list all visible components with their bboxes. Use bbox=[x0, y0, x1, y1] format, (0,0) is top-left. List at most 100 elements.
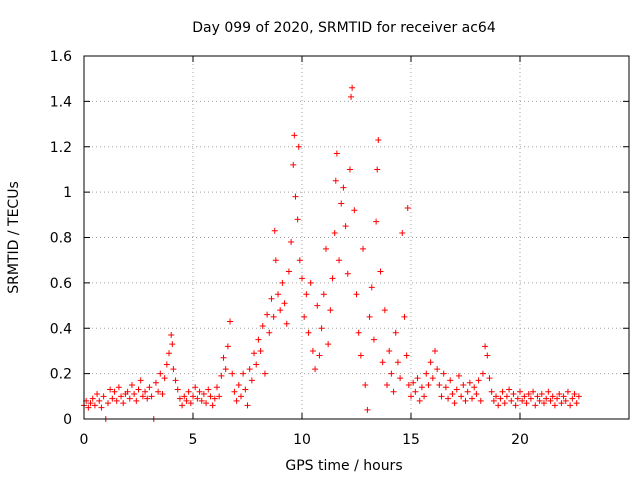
data-point bbox=[388, 370, 395, 377]
data-point bbox=[244, 402, 251, 409]
data-point bbox=[207, 393, 214, 400]
data-point bbox=[545, 388, 552, 395]
data-point bbox=[479, 370, 486, 377]
data-point bbox=[569, 395, 576, 402]
data-point bbox=[94, 391, 101, 398]
x-tick-label: 10 bbox=[293, 432, 311, 448]
data-point bbox=[510, 391, 517, 398]
data-point bbox=[364, 406, 371, 413]
data-point bbox=[340, 184, 347, 191]
data-point bbox=[87, 400, 94, 407]
data-point bbox=[318, 325, 325, 332]
data-point bbox=[120, 400, 127, 407]
data-point bbox=[253, 361, 260, 368]
data-point bbox=[205, 386, 212, 393]
data-point bbox=[242, 386, 249, 393]
data-point bbox=[307, 279, 314, 286]
data-point bbox=[320, 291, 327, 298]
data-point bbox=[567, 402, 574, 409]
data-point bbox=[332, 177, 339, 184]
data-point bbox=[488, 388, 495, 395]
data-point bbox=[405, 381, 412, 388]
data-point bbox=[336, 257, 343, 264]
data-point bbox=[288, 239, 295, 246]
data-point bbox=[227, 318, 234, 325]
data-point bbox=[213, 384, 220, 391]
data-point bbox=[229, 370, 236, 377]
data-point bbox=[416, 397, 423, 404]
data-point bbox=[196, 388, 203, 395]
data-point bbox=[111, 388, 118, 395]
data-point bbox=[490, 397, 497, 404]
data-point bbox=[527, 395, 534, 402]
data-point bbox=[455, 372, 462, 379]
data-point bbox=[301, 313, 308, 320]
data-point bbox=[246, 366, 253, 373]
y-tick-label: 1.6 bbox=[50, 49, 72, 65]
data-point bbox=[338, 200, 345, 207]
data-point bbox=[271, 227, 278, 234]
data-point bbox=[235, 381, 242, 388]
data-point bbox=[373, 218, 380, 225]
data-point bbox=[425, 381, 432, 388]
data-point bbox=[259, 322, 266, 329]
data-point bbox=[131, 391, 138, 398]
data-point bbox=[348, 93, 355, 100]
data-point bbox=[283, 320, 290, 327]
data-point bbox=[190, 393, 196, 400]
data-point bbox=[366, 313, 373, 320]
data-point bbox=[442, 384, 449, 391]
data-point bbox=[390, 388, 397, 395]
data-point bbox=[377, 268, 384, 275]
data-point bbox=[381, 307, 388, 314]
data-point bbox=[137, 377, 144, 384]
x-tick-label: 5 bbox=[189, 432, 198, 448]
data-point bbox=[523, 400, 530, 407]
data-point bbox=[403, 352, 410, 359]
data-point bbox=[115, 384, 122, 391]
data-point bbox=[471, 384, 478, 391]
data-point bbox=[294, 216, 301, 223]
data-point bbox=[538, 391, 545, 398]
data-point bbox=[211, 395, 218, 402]
y-axis-label: SRMTID / TECUs bbox=[6, 181, 22, 294]
data-point bbox=[277, 307, 284, 314]
x-tick-label: 20 bbox=[511, 432, 529, 448]
data-point bbox=[503, 393, 510, 400]
data-point bbox=[303, 291, 310, 298]
data-point bbox=[200, 391, 207, 398]
data-point bbox=[370, 336, 377, 343]
data-point bbox=[168, 332, 175, 339]
data-point bbox=[124, 388, 131, 395]
data-point bbox=[172, 377, 179, 384]
data-point bbox=[104, 400, 111, 407]
data-point bbox=[118, 393, 125, 400]
y-tick-label: 1.4 bbox=[50, 94, 72, 110]
y-tick-label: 0.4 bbox=[50, 321, 72, 337]
y-tick-labels: 0 0.2 0.4 0.6 0.8 1 1.2 1.4 1.6 bbox=[50, 49, 72, 428]
data-point bbox=[163, 361, 170, 368]
data-point bbox=[96, 397, 103, 404]
data-point bbox=[560, 393, 567, 400]
data-point bbox=[224, 343, 231, 350]
y-tick-label: 0.6 bbox=[50, 276, 72, 292]
data-point bbox=[314, 302, 321, 309]
data-point bbox=[469, 395, 476, 402]
data-point bbox=[100, 393, 107, 400]
y-tick-label: 0.2 bbox=[50, 367, 72, 383]
data-point bbox=[139, 393, 146, 400]
data-point bbox=[231, 388, 238, 395]
data-point bbox=[438, 393, 445, 400]
data-point bbox=[126, 395, 133, 402]
data-point bbox=[192, 384, 199, 391]
data-point bbox=[556, 391, 563, 398]
data-point bbox=[525, 391, 532, 398]
data-point bbox=[194, 395, 201, 402]
data-point bbox=[564, 388, 571, 395]
data-point bbox=[220, 354, 227, 361]
data-point bbox=[133, 397, 140, 404]
data-point bbox=[517, 388, 523, 395]
data-point bbox=[203, 400, 210, 407]
data-point bbox=[374, 166, 381, 173]
